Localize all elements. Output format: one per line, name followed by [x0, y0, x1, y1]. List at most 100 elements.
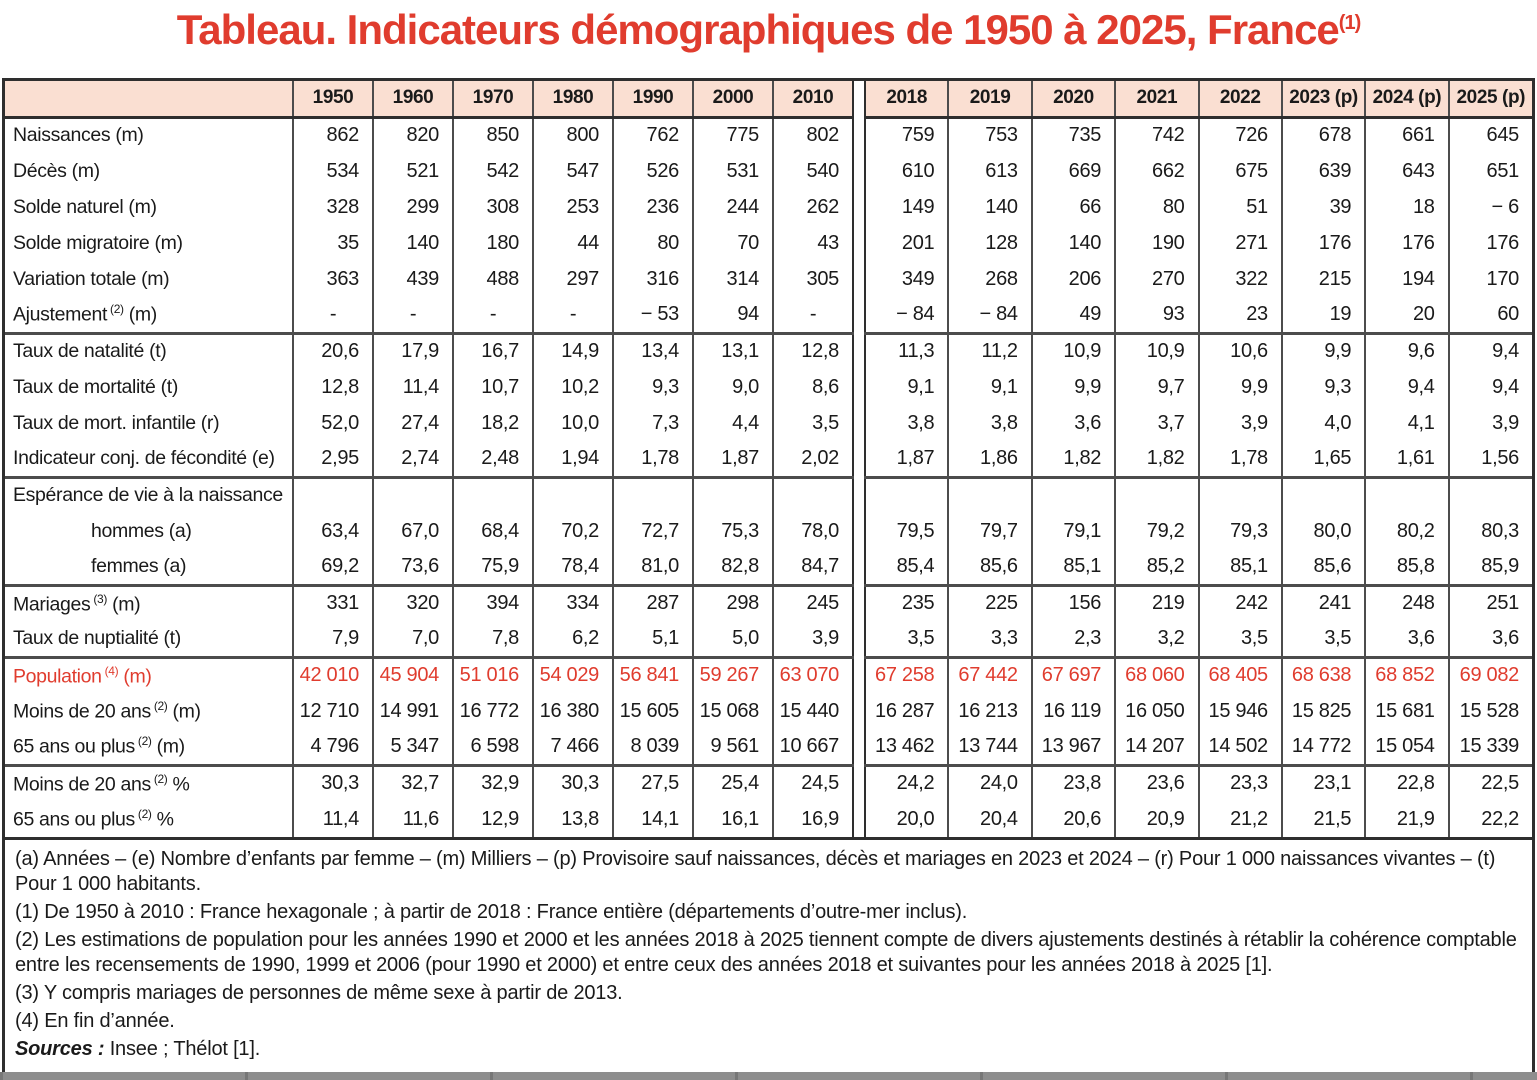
data-cell: 13 744	[947, 729, 1032, 765]
column-gap	[852, 369, 866, 405]
data-cell: 9,9	[1280, 331, 1366, 369]
data-cell: 1,78	[1197, 441, 1282, 477]
data-cell: 23,1	[1280, 763, 1366, 801]
data-cell	[1280, 475, 1366, 513]
data-cell: 305	[772, 261, 853, 297]
data-cell: 78,4	[532, 549, 613, 585]
data-cell: 75,3	[692, 513, 773, 549]
data-cell	[692, 475, 773, 513]
data-cell: 244	[692, 189, 773, 225]
column-gap	[852, 549, 866, 585]
data-cell	[372, 475, 453, 513]
sources-label: Sources :	[15, 1038, 105, 1060]
data-cell: 322	[1197, 261, 1282, 297]
data-cell: 68 638	[1280, 655, 1366, 693]
data-cell: 9,0	[692, 369, 773, 405]
data-cell: 1,82	[1030, 441, 1116, 477]
data-cell: − 84	[863, 297, 949, 333]
data-cell: 32,9	[452, 763, 533, 801]
data-cell: 80,2	[1364, 513, 1449, 549]
data-cell: 149	[863, 189, 949, 225]
data-cell: 678	[1280, 117, 1366, 153]
data-cell: 219	[1114, 583, 1199, 621]
column-gap	[852, 117, 866, 153]
data-cell: 27,4	[372, 405, 453, 441]
data-cell: 15 339	[1447, 729, 1532, 765]
data-cell: 67 697	[1030, 655, 1116, 693]
data-cell: 11,3	[863, 331, 949, 369]
data-cell: 850	[452, 117, 533, 153]
data-cell: 12,8	[292, 369, 373, 405]
data-cell: 21,2	[1197, 801, 1282, 837]
data-cell: 7,0	[372, 621, 453, 657]
data-cell: 3,5	[1197, 621, 1282, 657]
data-cell: 63 070	[772, 655, 853, 693]
row-label: Espérance de vie à la naissance	[5, 475, 293, 513]
data-cell: 735	[1030, 117, 1116, 153]
data-cell: 15 440	[772, 693, 853, 729]
column-gap	[852, 81, 866, 117]
data-cell: 242	[1197, 583, 1282, 621]
data-cell: 726	[1197, 117, 1282, 153]
data-cell: 23	[1197, 297, 1282, 333]
table-header: 1950 1960 1970 1980 1990 2000 2010 2018 2019 2020…	[5, 81, 1532, 119]
data-cell: 9,6	[1364, 331, 1449, 369]
data-cell: 44	[532, 225, 613, 261]
data-cell: 9,9	[1030, 369, 1116, 405]
data-cell: 85,6	[1280, 549, 1366, 585]
data-cell: 52,0	[292, 405, 373, 441]
data-cell: 27,5	[612, 763, 693, 801]
data-cell: 11,4	[292, 801, 373, 837]
label-superscript: (2)	[134, 806, 152, 821]
data-cell: 540	[772, 153, 853, 189]
data-cell: 85,2	[1114, 549, 1199, 585]
data-cell: 820	[372, 117, 453, 153]
table-frame: 1950 1960 1970 1980 1990 2000 2010 2018 2019 2020…	[2, 78, 1535, 1076]
data-cell: 32,7	[372, 763, 453, 801]
data-cell: 16 287	[863, 693, 949, 729]
data-cell: 23,6	[1114, 763, 1199, 801]
data-cell: 547	[532, 153, 613, 189]
data-cell: 268	[947, 261, 1032, 297]
data-cell: 363	[292, 261, 373, 297]
data-cell: 49	[1030, 297, 1116, 333]
bottom-edge-bar	[0, 1072, 1537, 1080]
row-label: Ajustement (2) (m)	[13, 302, 157, 326]
data-cell: 72,7	[612, 513, 693, 549]
year-header-cell: 2018	[863, 81, 949, 119]
data-cell: 79,1	[1030, 513, 1116, 549]
data-cell: 2,74	[372, 441, 453, 477]
data-cell: 13,4	[612, 331, 693, 369]
data-cell: 9,1	[863, 369, 949, 405]
data-cell: 4,4	[692, 405, 773, 441]
data-cell: 21,9	[1364, 801, 1449, 837]
data-cell: 170	[1447, 261, 1532, 297]
table-row: Solde migratoire (m) 35 140 180 44 80 70 43 201 1…	[5, 225, 1532, 261]
column-gap	[852, 153, 866, 189]
data-cell: 10 667	[772, 729, 853, 765]
column-gap	[852, 801, 866, 837]
table-row: Indicateur conj. de fécondité (e) 2,95 2,7…	[5, 441, 1532, 477]
data-cell: 85,4	[863, 549, 949, 585]
year-header-cell: 1990	[612, 81, 693, 119]
year-header-cell: 2020	[1030, 81, 1116, 119]
table-row: Taux de nuptialité (t) 7,9 7,0 7,8 6,2 5,1 5,0…	[5, 621, 1532, 657]
data-cell: 21,5	[1280, 801, 1366, 837]
column-gap	[852, 333, 866, 369]
year-header-cell: 1960	[372, 81, 453, 119]
data-cell: 331	[292, 583, 373, 621]
data-cell: 201	[863, 225, 949, 261]
year-header-cell: 2024 (p)	[1364, 81, 1449, 119]
data-cell: 328	[292, 189, 373, 225]
sources-line: Sources : Insee ; Thélot [1].	[15, 1038, 261, 1060]
footnotes: (a) Années – (e) Nombre d’enfants par fe…	[5, 837, 1532, 1073]
data-cell: 349	[863, 261, 949, 297]
data-cell: 66	[1030, 189, 1116, 225]
data-cell: 9,3	[612, 369, 693, 405]
data-cell: 79,3	[1197, 513, 1282, 549]
column-gap	[852, 693, 866, 729]
data-cell: 5,0	[692, 621, 773, 657]
data-cell: 25,4	[692, 763, 773, 801]
data-cell: 42 010	[292, 655, 373, 693]
year-header-cell: 2023 (p)	[1280, 81, 1366, 119]
